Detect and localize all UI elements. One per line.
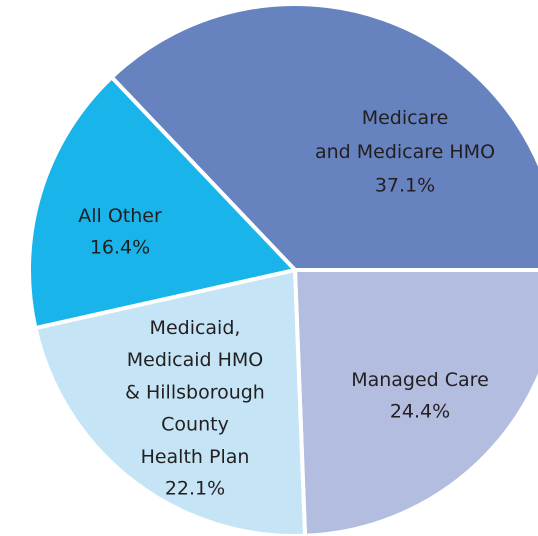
value-label: 22.1% (165, 478, 225, 500)
pie-slice (109, 2, 538, 272)
label-line: and Medicare HMO (315, 141, 495, 163)
value-label: 16.4% (90, 237, 150, 259)
label-line: Managed Care (351, 369, 489, 391)
label-line: Medicaid, (150, 317, 241, 339)
slice-label: Medicaid, Medicaid HMO & Hillsborough Count… (125, 317, 265, 468)
pie-slice (27, 75, 297, 331)
slice-label: Medicare and Medicare HMO (315, 107, 495, 163)
value-label: 37.1% (375, 175, 435, 197)
value-label: 24.4% (390, 401, 450, 423)
label-line: & Hillsborough (125, 381, 265, 403)
slice-label: Managed Care (351, 369, 489, 391)
pie-slice (293, 268, 538, 536)
label-line: Medicare (362, 107, 449, 129)
pie-slice (33, 268, 308, 536)
label-line: Health Plan (141, 445, 250, 467)
slice-label: All Other (78, 205, 162, 227)
label-line: County (161, 413, 229, 435)
label-line: Medicaid HMO (127, 349, 264, 371)
label-line: All Other (78, 205, 162, 227)
